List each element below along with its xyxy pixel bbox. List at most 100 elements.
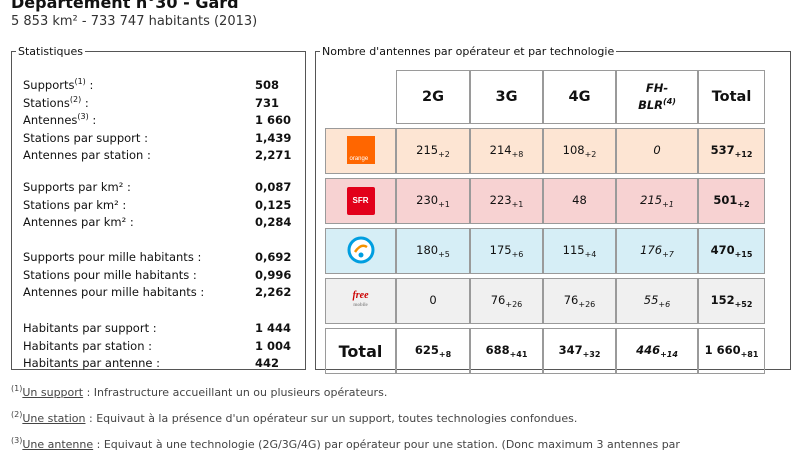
stat-label: Antennes par station :: [23, 148, 151, 162]
antennas-table: 2G 3G 4G FH- BLR(4) Total orange 215+2 21…: [325, 70, 765, 374]
stat-row: Stations pour mille habitants : 0,996: [23, 267, 293, 285]
cell-2g: 625+8: [396, 328, 470, 374]
footnote-ref: (1): [74, 77, 86, 86]
total-label: Total: [325, 328, 396, 374]
bouygues-logo-icon: [347, 236, 374, 263]
stat-row: Supports par km² : 0,087: [23, 179, 293, 197]
cell-3g: 223+1: [470, 178, 543, 224]
cell-total: 470+15: [698, 228, 765, 274]
footnote-ref: (2): [69, 94, 82, 104]
stat-row: Antennes(3) :1 660: [23, 112, 293, 130]
operator-logo-cell: orange: [325, 128, 396, 174]
operator-logo-cell: [325, 228, 396, 274]
cell-fh: 215+1: [616, 178, 698, 224]
stat-row: Stations(2) :731: [23, 95, 293, 113]
cell-total: 152+52: [698, 278, 765, 324]
cell-fh: 446+14: [616, 328, 698, 374]
stat-value: 2,271: [255, 148, 292, 162]
stat-label: Supports par km² :: [23, 180, 131, 194]
cell-3g: 214+8: [470, 128, 543, 174]
cell-fh: 0: [616, 128, 698, 174]
header-fh-blr: FH- BLR(4): [616, 70, 698, 124]
stat-value: 1 444: [255, 321, 292, 335]
cell-total: 537+12: [698, 128, 765, 174]
stat-value: 0,125: [255, 197, 292, 212]
stat-label: Antennes: [23, 113, 78, 127]
cell-2g: 180+5: [396, 228, 470, 274]
orange-logo-icon: orange: [346, 135, 375, 164]
stat-value: 442: [255, 356, 280, 370]
cell-3g: 76+26: [470, 278, 543, 324]
stat-label: Habitants par support :: [23, 321, 157, 335]
stats-group-network: Supports(1) :508 Stations(2) :731 Antenn…: [23, 77, 293, 165]
stat-label: Stations: [23, 95, 70, 110]
cell-fh: 55+6: [616, 278, 698, 324]
stat-value: 2,262: [255, 285, 292, 299]
stat-value: 1,439: [255, 130, 292, 145]
stat-value: 0,087: [255, 180, 292, 194]
cell-2g: 215+2: [396, 128, 470, 174]
stat-label: Supports pour mille habitants :: [23, 250, 202, 264]
stat-value: 0,996: [255, 267, 292, 282]
cell-3g: 688+41: [470, 328, 543, 374]
stat-row: Antennes par station : 2,271: [23, 147, 293, 165]
stats-group-per-thousand: Supports pour mille habitants : 0,692 Sta…: [23, 249, 293, 302]
table-row-orange: orange 215+2 214+8 108+2 0 537+12: [325, 128, 765, 174]
stat-row: Supports pour mille habitants : 0,692: [23, 249, 293, 267]
antennas-legend: Nombre d'antennes par opérateur et par t…: [322, 45, 615, 58]
header-3g: 3G: [470, 70, 543, 124]
stat-row: Habitants par support : 1 444: [23, 320, 293, 338]
stat-value: 508: [255, 78, 280, 92]
operator-logo-cell: SFR: [325, 178, 396, 224]
cell-4g: 76+26: [543, 278, 616, 324]
footnote-term: Une station: [22, 412, 86, 425]
footnote-antenne: (3)Une antenne : Equivaut à une technolo…: [11, 436, 680, 452]
sfr-logo-icon: SFR: [346, 187, 375, 215]
stat-label: Supports: [23, 78, 75, 92]
stat-value: 0,284: [255, 215, 292, 229]
stats-group-density: Supports par km² : 0,087 Stations par km²…: [23, 179, 293, 232]
footnote-station: (2)Une station : Equivaut à la présence …: [11, 410, 578, 426]
footnote-term: Une antenne: [22, 438, 94, 451]
stats-legend: Statistiques: [18, 45, 83, 58]
stat-row: Antennes par km² : 0,284: [23, 214, 293, 232]
stat-row: Stations par support : 1,439: [23, 130, 293, 148]
cell-4g: 347+32: [543, 328, 616, 374]
stat-label: Antennes par km² :: [23, 215, 134, 229]
footnotes: (1)Un support : Infrastructure accueilla…: [11, 384, 791, 462]
page-subtitle: 5 853 km² - 733 747 habitants (2013): [11, 14, 258, 29]
footnote-ref: (3): [77, 112, 89, 121]
footnote-term: Un support: [22, 386, 84, 399]
cell-total: 501+2: [698, 178, 765, 224]
stat-value: 1 004: [255, 338, 292, 353]
table-row-sfr: SFR 230+1 223+1 48 215+1 501+2: [325, 178, 765, 224]
stat-value: 1 660: [255, 113, 292, 127]
stats-panel: Statistiques Supports(1) :508 Stations(2…: [11, 45, 306, 370]
antennas-panel: Nombre d'antennes par opérateur et par t…: [315, 45, 791, 374]
table-row-total: Total 625+8 688+41 347+32 446+14 1 660+8…: [325, 328, 765, 374]
stat-value: 0,692: [255, 250, 292, 264]
stat-label: Stations par support :: [23, 130, 148, 145]
stats-group-per-inhabitant: Habitants par support : 1 444 Habitants p…: [23, 320, 293, 373]
free-logo-icon: free mobile: [352, 290, 369, 309]
stat-label: Stations pour mille habitants :: [23, 267, 197, 282]
cell-2g: 0: [396, 278, 470, 324]
stat-row: Habitants par antenne : 442: [23, 355, 293, 373]
header-total: Total: [698, 70, 765, 124]
operator-logo-cell: free mobile: [325, 278, 396, 324]
stat-label: Habitants par antenne :: [23, 356, 161, 370]
table-header-row: 2G 3G 4G FH- BLR(4) Total: [325, 70, 765, 124]
cell-4g: 115+4: [543, 228, 616, 274]
stat-row: Antennes pour mille habitants : 2,262: [23, 284, 293, 302]
header-4g: 4G: [543, 70, 616, 124]
cell-4g: 108+2: [543, 128, 616, 174]
table-row-bouygues: 180+5 175+6 115+4 176+7 470+15: [325, 228, 765, 274]
stat-label: Antennes pour mille habitants :: [23, 285, 205, 299]
header-2g: 2G: [396, 70, 470, 124]
cell-4g: 48: [543, 178, 616, 224]
cell-total: 1 660+81: [698, 328, 765, 374]
cell-2g: 230+1: [396, 178, 470, 224]
stat-value: 731: [255, 95, 280, 110]
stat-row: Stations par km² : 0,125: [23, 197, 293, 215]
cell-fh: 176+7: [616, 228, 698, 274]
